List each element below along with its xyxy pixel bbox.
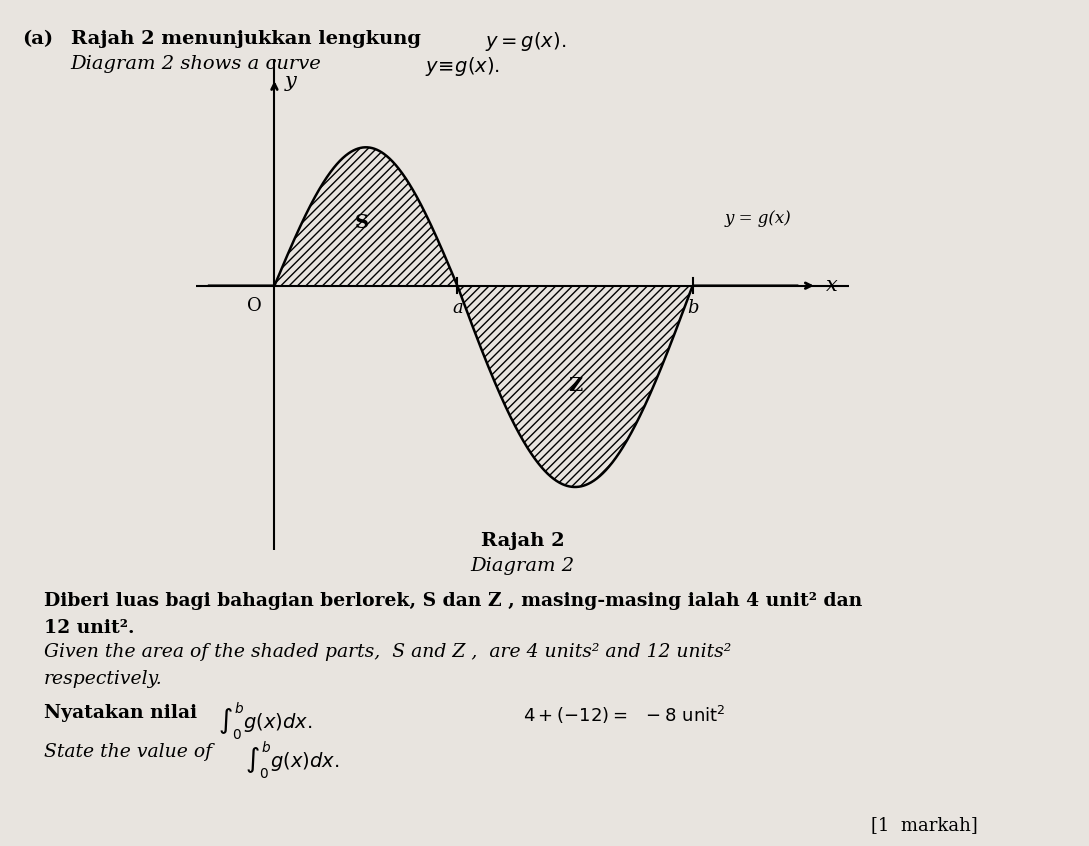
Text: Rajah 2: Rajah 2 xyxy=(481,531,564,550)
Text: a: a xyxy=(452,299,463,317)
Text: y: y xyxy=(285,73,296,91)
Text: Diagram 2 shows a curve: Diagram 2 shows a curve xyxy=(71,55,328,73)
Text: Given the area of the shaded parts,  S and Z ,  are 4 units² and 12 units²: Given the area of the shaded parts, S an… xyxy=(44,643,731,661)
Text: $\int_0^b g(x)dx.$: $\int_0^b g(x)dx.$ xyxy=(245,739,340,781)
Text: Rajah 2 menunjukkan lengkung: Rajah 2 menunjukkan lengkung xyxy=(71,30,428,47)
Text: State the value of: State the value of xyxy=(44,743,218,761)
Text: Diberi luas bagi bahagian berlorek, S dan Z , masing-masing ialah 4 unit² dan: Diberi luas bagi bahagian berlorek, S da… xyxy=(44,592,861,610)
Text: x: x xyxy=(825,276,837,295)
Text: respectively.: respectively. xyxy=(44,670,162,688)
Text: [1  markah]: [1 markah] xyxy=(871,816,978,834)
Text: 12 unit².: 12 unit². xyxy=(44,619,134,637)
Text: Z: Z xyxy=(567,377,583,395)
Text: Nyatakan nilai: Nyatakan nilai xyxy=(44,704,204,722)
Text: $y=g(x).$: $y=g(x).$ xyxy=(485,30,566,52)
Text: y = g(x): y = g(x) xyxy=(724,211,792,228)
Text: Diagram 2: Diagram 2 xyxy=(470,557,575,575)
Text: O: O xyxy=(247,297,262,315)
Text: (a): (a) xyxy=(22,30,53,47)
Text: $y\!\equiv\! g(x).$: $y\!\equiv\! g(x).$ xyxy=(425,55,500,78)
Text: b: b xyxy=(687,299,698,317)
Text: $4+(-12)=\ \ -8\ \mathrm{unit}^2$: $4+(-12)=\ \ -8\ \mathrm{unit}^2$ xyxy=(523,704,725,726)
Text: S: S xyxy=(355,214,369,233)
Text: $\int_0^b g(x)dx.$: $\int_0^b g(x)dx.$ xyxy=(218,700,313,742)
